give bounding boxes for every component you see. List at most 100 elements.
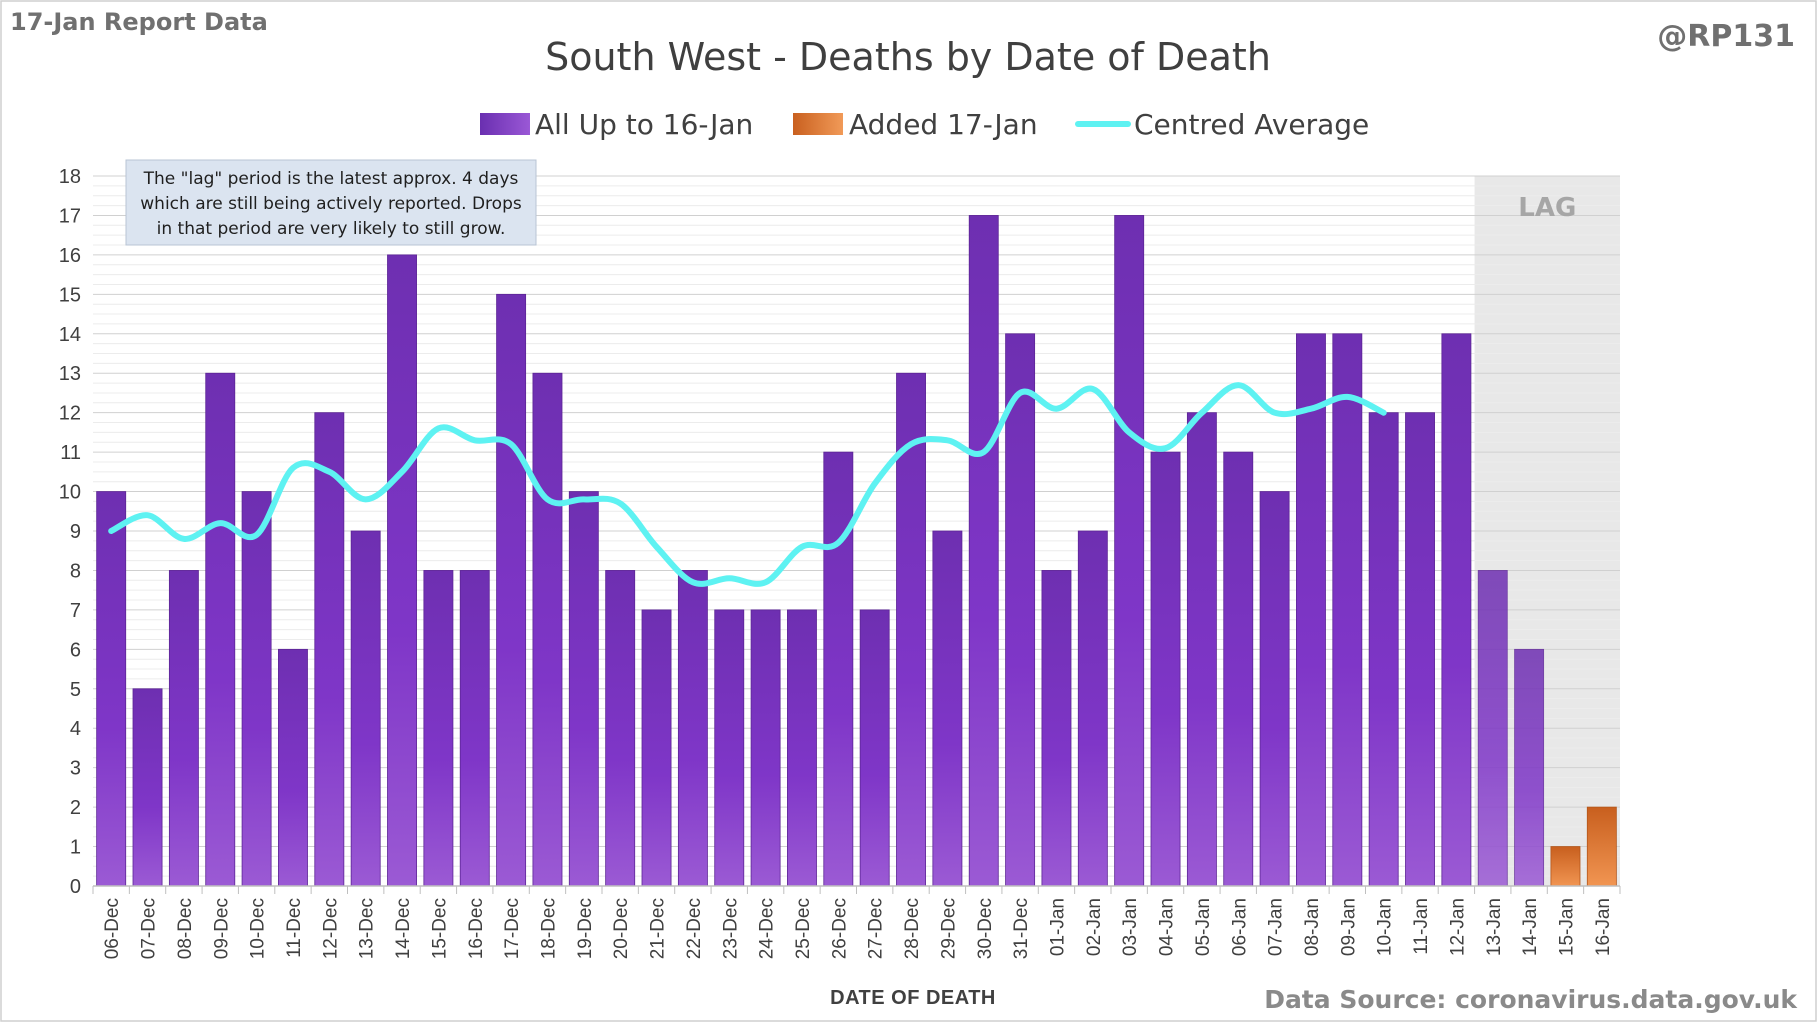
x-tick-label: 16-Jan (1593, 898, 1614, 956)
x-tick-label: 31-Dec (1011, 898, 1032, 959)
bar-all-06-Jan (1223, 451, 1254, 887)
x-tick-label: 11-Jan (1411, 898, 1432, 955)
report-label: 17-Jan Report Data (10, 8, 268, 36)
bar-all-25-Dec (787, 609, 817, 887)
x-tick-label: 19-Dec (575, 898, 596, 959)
bar-all-23-Dec (714, 609, 745, 887)
author-handle: @RP131 (1657, 19, 1795, 54)
x-tick-label: 04-Jan (1157, 898, 1178, 956)
x-tick-label: 20-Dec (611, 898, 632, 959)
x-tick-label: 13-Jan (1484, 898, 1505, 956)
bars (96, 215, 1617, 887)
x-tick-label: 11-Dec (284, 898, 305, 958)
legend-label-added: Added 17-Jan (849, 108, 1038, 141)
x-tick-label: 10-Dec (248, 898, 269, 959)
x-tick-label: 22-Dec (684, 898, 705, 959)
bar-all-24-Dec (750, 609, 781, 887)
x-tick-label: 13-Dec (357, 898, 378, 959)
y-tick-label: 4 (70, 718, 81, 740)
bar-all-16-Dec (459, 570, 490, 887)
y-tick-label: 16 (59, 245, 81, 267)
x-tick-label: 08-Dec (175, 898, 196, 959)
x-tick-label: 14-Jan (1520, 898, 1541, 956)
bar-all-20-Dec (605, 570, 636, 887)
x-tick-label: 03-Jan (1120, 898, 1141, 956)
y-tick-label: 5 (70, 679, 81, 701)
x-tick-label: 15-Dec (429, 898, 450, 959)
x-axis-ticks: 06-Dec 07-Dec 08-Dec 09-Dec 10-Dec 11-Dec 12-D… (92, 886, 1621, 959)
x-tick-label: 30-Dec (975, 898, 996, 959)
bar-all-28-Dec (896, 372, 926, 887)
x-tick-label: 07-Jan (1266, 898, 1287, 956)
x-tick-label: 05-Jan (1193, 898, 1214, 956)
bar-all-13-Jan (1477, 570, 1508, 887)
bar-all-05-Jan (1186, 412, 1217, 887)
x-tick-label: 23-Dec (720, 898, 741, 959)
bar-all-07-Jan (1259, 491, 1290, 887)
y-tick-label: 17 (59, 205, 81, 227)
x-tick-label: 26-Dec (829, 898, 850, 959)
centred-average-line (108, 382, 1387, 587)
bar-all-07-Dec (132, 688, 163, 887)
bar-all-09-Jan (1332, 333, 1363, 887)
bar-all-02-Jan (1077, 530, 1108, 887)
x-tick-label: 29-Dec (938, 898, 959, 959)
legend-swatch-added (793, 113, 843, 135)
y-tick-label: 10 (59, 482, 81, 504)
bar-all-14-Jan (1514, 648, 1545, 887)
bar-all-13-Dec (350, 530, 381, 887)
x-tick-label: 07-Dec (139, 898, 160, 959)
bar-all-11-Dec (278, 648, 308, 887)
lag-label: LAG (1518, 193, 1576, 223)
bar-all-12-Dec (314, 412, 345, 887)
legend-swatch-all (480, 113, 530, 135)
y-tick-label: 14 (59, 324, 81, 346)
x-tick-label: 10-Jan (1375, 898, 1396, 956)
bar-added-16-Jan (1586, 806, 1617, 887)
bar-all-06-Dec (96, 491, 127, 887)
lag-note-line-2: which are still being actively reported.… (140, 194, 522, 214)
lag-note-box (125, 159, 537, 246)
y-tick-label: 6 (70, 639, 81, 661)
legend: All Up to 16-Jan Added 17-Jan Centred Av… (480, 108, 1369, 141)
y-tick-label: 2 (70, 797, 81, 819)
y-tick-label: 0 (70, 876, 81, 898)
bar-all-22-Dec (677, 570, 708, 887)
x-tick-label: 12-Dec (320, 898, 341, 959)
bar-all-18-Dec (532, 372, 563, 887)
y-tick-label: 9 (70, 521, 81, 543)
bar-all-31-Dec (1005, 333, 1036, 887)
x-tick-label: 06-Dec (102, 898, 123, 959)
bar-all-03-Jan (1114, 215, 1145, 887)
y-tick-label: 15 (59, 284, 81, 306)
x-tick-label: 12-Jan (1447, 898, 1468, 956)
y-tick-label: 11 (60, 442, 81, 464)
x-tick-label: 24-Dec (757, 898, 778, 959)
x-tick-label: 28-Dec (902, 898, 923, 959)
bar-all-29-Dec (932, 530, 963, 887)
x-tick-label: 09-Jan (1338, 898, 1359, 956)
bar-all-10-Jan (1368, 412, 1399, 887)
y-tick-label: 12 (59, 403, 81, 425)
x-tick-label: 21-Dec (648, 898, 669, 959)
legend-label-average: Centred Average (1134, 108, 1369, 141)
bar-all-30-Dec (968, 215, 999, 887)
bar-all-09-Dec (205, 372, 236, 887)
y-tick-label: 13 (59, 363, 81, 385)
y-tick-label: 8 (70, 560, 81, 582)
x-tick-label: 09-Dec (211, 898, 232, 959)
legend-label-all: All Up to 16-Jan (535, 108, 753, 141)
x-tick-label: 14-Dec (393, 898, 414, 959)
bar-all-21-Dec (641, 609, 672, 887)
lag-note-line-3: in that period are very likely to still … (157, 219, 506, 239)
bar-added-15-Jan (1550, 846, 1581, 887)
bar-all-08-Jan (1296, 333, 1326, 887)
x-tick-label: 01-Jan (1047, 898, 1068, 956)
x-tick-label: 27-Dec (866, 898, 887, 959)
bar-all-15-Dec (423, 570, 454, 887)
x-tick-label: 25-Dec (793, 898, 814, 959)
y-tick-label: 3 (70, 758, 81, 780)
bar-all-19-Dec (568, 491, 599, 887)
chart-title: South West - Deaths by Date of Death (545, 35, 1271, 79)
